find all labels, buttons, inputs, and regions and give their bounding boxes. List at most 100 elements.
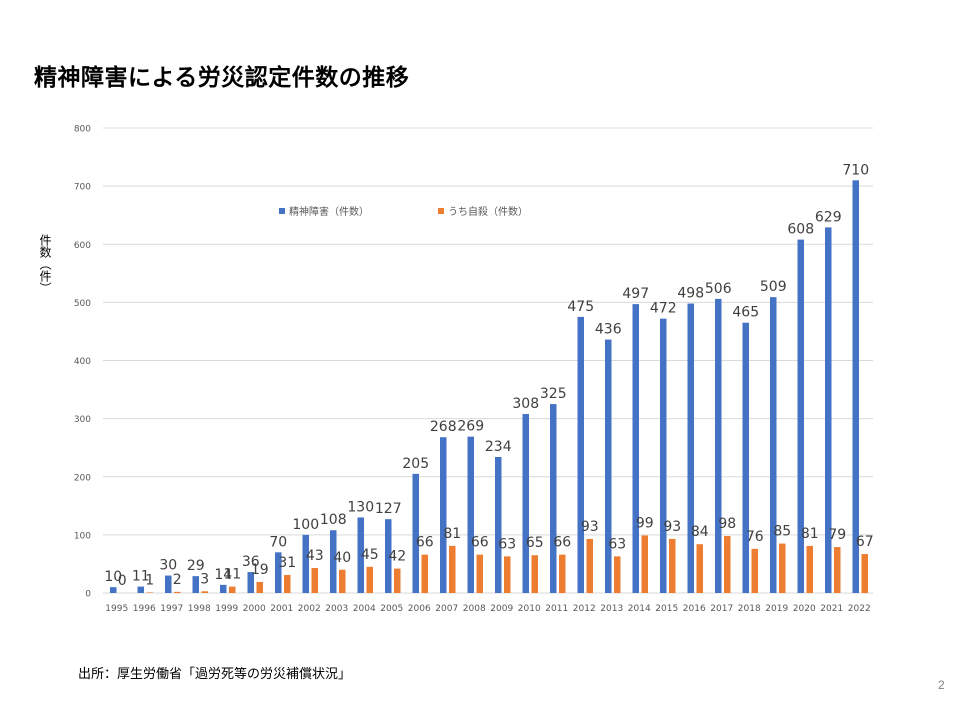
data-label-series-1: 10	[104, 569, 122, 585]
bar-series-2	[806, 545, 813, 593]
data-label-series-2: 2	[173, 572, 182, 588]
bar-series-2	[751, 548, 758, 593]
data-label-series-1: 498	[677, 286, 704, 302]
y-tick-label: 0	[85, 590, 91, 600]
bar-series-2	[531, 555, 538, 593]
x-tick-label: 2009	[490, 604, 513, 614]
data-label-series-1: 608	[787, 222, 814, 238]
data-label-series-1: 465	[732, 305, 759, 321]
data-label-series-2: 85	[773, 524, 791, 540]
slide-title: 精神障害による労災認定件数の推移	[34, 65, 410, 91]
x-tick-label: 2011	[545, 604, 568, 614]
x-tick-label: 2018	[738, 604, 761, 614]
data-label-series-1: 29	[187, 558, 205, 574]
x-tick-label: 2022	[848, 604, 871, 614]
data-label-series-1: 509	[760, 279, 787, 295]
bar-series-1	[852, 180, 859, 593]
x-tick-label: 2015	[655, 604, 678, 614]
data-label-series-2: 65	[526, 535, 544, 551]
x-tick-label: 2003	[325, 604, 348, 614]
data-label-series-1: 506	[705, 281, 732, 297]
y-axis-label: 件数（件）	[38, 234, 52, 294]
x-tick-label: 2013	[600, 604, 623, 614]
y-tick-label: 600	[74, 241, 91, 251]
data-label-series-2: 31	[278, 555, 296, 571]
x-tick-label: 2017	[710, 604, 733, 614]
bar-series-2	[229, 586, 236, 593]
bar-series-1	[577, 316, 584, 593]
y-tick-label: 200	[74, 473, 91, 483]
bar-series-1	[825, 227, 832, 594]
y-tick-label: 300	[74, 415, 91, 425]
bar-series-2	[449, 545, 456, 593]
y-tick-label: 700	[74, 183, 91, 193]
data-label-series-1: 108	[320, 512, 347, 528]
data-label-series-2: 0	[118, 573, 127, 589]
data-label-series-1: 127	[375, 501, 402, 517]
bar-series-1	[330, 530, 337, 593]
x-tick-label: 2001	[270, 604, 293, 614]
data-label-series-2: 11	[223, 567, 241, 583]
data-label-series-1: 11	[132, 569, 150, 585]
data-label-series-2: 19	[251, 562, 269, 578]
bar-series-2	[559, 554, 566, 593]
data-label-series-1: 100	[292, 517, 319, 533]
data-label-series-2: 99	[636, 515, 654, 531]
y-tick-label: 400	[74, 357, 91, 367]
data-label-series-2: 98	[718, 516, 736, 532]
bar-series-2	[586, 538, 593, 593]
bar-series-1	[605, 339, 612, 593]
bar-series-2	[421, 554, 428, 593]
x-tick-label: 2005	[380, 604, 403, 614]
x-tick-label: 2002	[298, 604, 321, 614]
data-label-series-1: 14	[214, 567, 232, 583]
x-tick-label: 2016	[683, 604, 706, 614]
x-tick-label: 2000	[243, 604, 266, 614]
data-label-series-1: 472	[650, 301, 677, 317]
data-label-series-1: 497	[622, 286, 649, 302]
source-note: 出所：厚生労働省「過労死等の労災補償状況」	[78, 667, 352, 682]
bar-series-1	[220, 584, 227, 593]
bar-series-1	[467, 436, 474, 593]
data-label-series-1: 325	[540, 386, 567, 402]
data-label-series-1: 710	[842, 162, 869, 178]
data-label-series-2: 81	[801, 526, 819, 542]
bar-series-2	[724, 536, 731, 593]
x-tick-label: 2008	[463, 604, 486, 614]
legend-label-series-1: 精神障害（件数）	[289, 205, 369, 218]
bar-series-2	[614, 556, 621, 593]
bar-series-2	[174, 591, 181, 593]
legend-swatch-series-1	[279, 208, 285, 214]
x-tick-label: 2021	[820, 604, 843, 614]
data-label-series-2: 1	[145, 572, 154, 588]
bar-series-1	[165, 575, 172, 593]
legend-label-series-2: うち自殺（件数）	[448, 205, 528, 218]
data-label-series-2: 79	[828, 527, 846, 543]
data-label-series-2: 66	[553, 535, 571, 551]
bar-series-2	[641, 535, 648, 593]
data-label-series-1: 205	[402, 456, 429, 472]
bar-series-1	[797, 239, 804, 593]
data-label-series-2: 84	[691, 524, 709, 540]
bar-series-1	[660, 318, 667, 593]
data-label-series-2: 66	[416, 535, 434, 551]
bar-series-1	[275, 552, 282, 593]
bar-series-1	[440, 437, 447, 593]
data-label-series-2: 63	[608, 536, 626, 552]
x-tick-label: 2019	[765, 604, 788, 614]
bar-series-2	[366, 566, 373, 593]
bar-series-1	[412, 473, 419, 593]
data-label-series-2: 81	[443, 526, 461, 542]
x-tick-label: 1999	[215, 604, 238, 614]
bar-series-1	[357, 517, 364, 593]
bar-series-1	[192, 576, 199, 593]
bar-series-2	[504, 556, 511, 593]
x-tick-label: 2020	[793, 604, 816, 614]
bar-series-1	[742, 322, 749, 593]
data-label-series-2: 76	[746, 529, 764, 545]
bar-series-2	[284, 574, 291, 593]
data-label-series-1: 130	[347, 499, 374, 515]
data-label-series-2: 43	[306, 548, 324, 564]
data-label-series-1: 629	[815, 209, 842, 225]
